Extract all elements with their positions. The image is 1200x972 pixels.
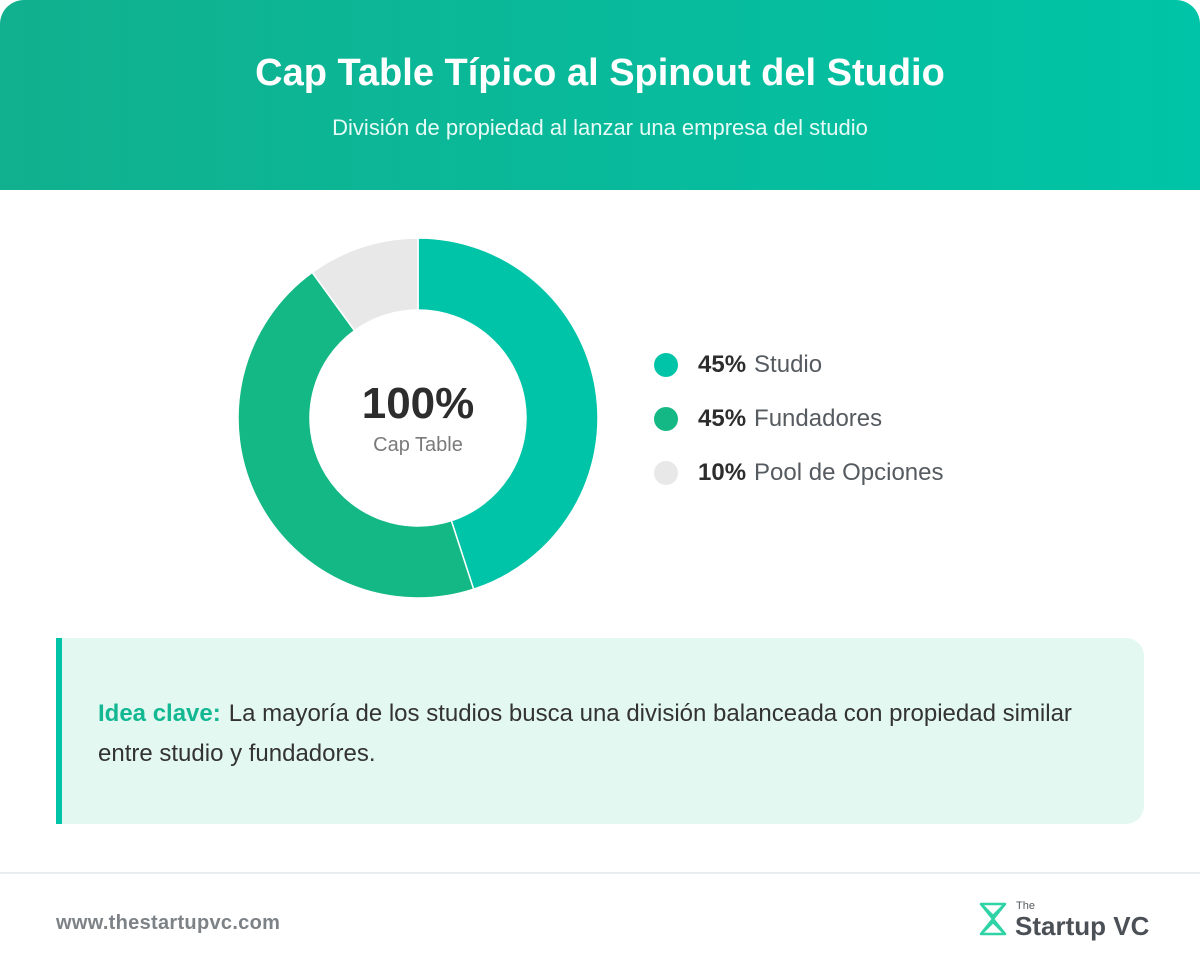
key-idea-callout: Idea clave: La mayoría de los studios bus…: [56, 638, 1144, 824]
legend-pct-fundadores: 45%: [698, 405, 747, 432]
brand-small-text: The: [1016, 900, 1035, 912]
chart-legend: 45% Studio 45% Fundadores 10% Pool de Opcio…: [654, 350, 944, 512]
legend-label-pool: Pool de Opciones: [754, 459, 944, 486]
donut-center-label: Cap Table: [373, 434, 463, 456]
legend-swatch-fundadores: [654, 407, 678, 431]
donut-slice-fundadores: [237, 271, 475, 599]
donut-slice-studio: [417, 237, 599, 591]
brand-name: Startup VC: [1015, 911, 1150, 941]
legend-pct-pool: 10%: [698, 459, 747, 486]
donut-slice-pool-de-opciones: [311, 237, 419, 332]
page-title: Cap Table Típico al Spinout del Studio: [255, 52, 945, 94]
legend-label-fundadores: Fundadores: [754, 405, 883, 432]
donut-center-value: 100%: [361, 379, 475, 428]
startupvc-logo-icon: [979, 902, 1007, 936]
legend-label-studio: Studio: [754, 351, 823, 378]
brand-logo[interactable]: The Startup VC: [974, 898, 1154, 942]
legend-swatch-pool: [654, 461, 678, 485]
legend-item-fundadores: 45% Fundadores: [654, 404, 944, 434]
page-subtitle: División de propiedad al lanzar una empr…: [332, 115, 868, 140]
footer-url-link[interactable]: www.thestartupvc.com: [56, 912, 281, 934]
footer-divider: [0, 872, 1200, 874]
header-banner: Cap Table Típico al Spinout del Studio D…: [0, 0, 1200, 190]
callout-text: La mayoría de los studios busca una divi…: [98, 700, 1072, 767]
legend-pct-studio: 45%: [698, 351, 747, 378]
legend-item-pool: 10% Pool de Opciones: [654, 458, 944, 488]
legend-item-studio: 45% Studio: [654, 350, 944, 380]
legend-swatch-studio: [654, 353, 678, 377]
donut-chart: [237, 237, 599, 599]
callout-label: Idea clave:: [98, 700, 221, 727]
